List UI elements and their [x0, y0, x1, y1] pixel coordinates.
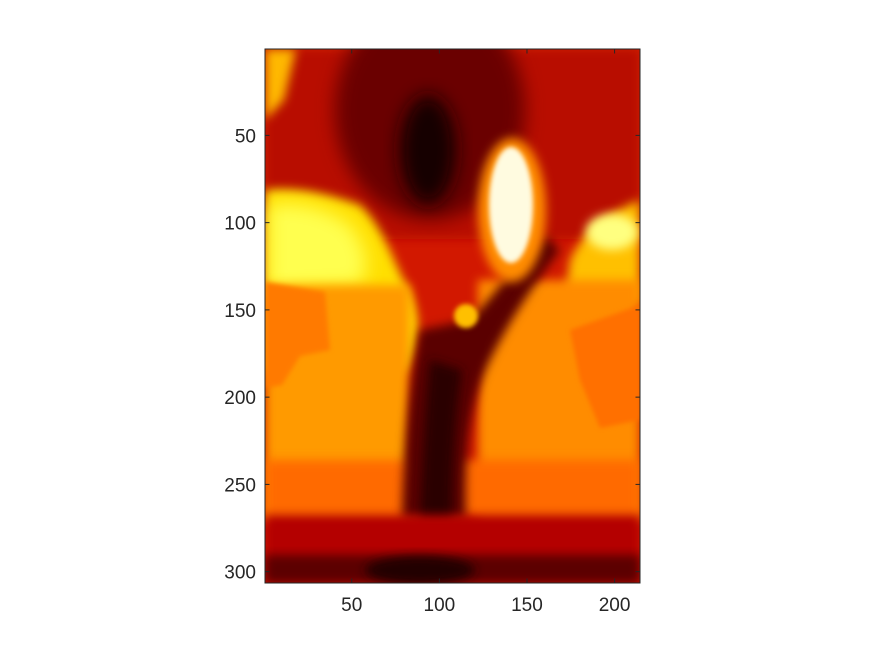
heatmap-image	[265, 49, 640, 583]
region-bottom-black-spot	[365, 556, 475, 583]
y-tick-label: 200	[224, 388, 256, 409]
region-small-yellow-spot	[454, 304, 478, 328]
region-central-black-core	[400, 95, 456, 205]
x-axis-ticks: 50 100 150 200	[341, 49, 630, 616]
region-top-left-yellow-edge	[265, 49, 296, 120]
y-tick-label: 150	[224, 301, 256, 322]
region-trunk-core	[420, 360, 462, 520]
x-tick-label: 200	[599, 595, 631, 616]
region-orange-patch-left	[265, 282, 330, 388]
y-tick-label: 300	[224, 563, 256, 584]
x-tick-label: 150	[511, 595, 543, 616]
y-tick-label: 250	[224, 475, 256, 496]
y-tick-label: 50	[235, 126, 256, 147]
x-tick-label: 100	[424, 595, 456, 616]
plot-axes-box	[264, 48, 641, 584]
y-tick-label: 100	[224, 214, 256, 235]
region-white-blob	[489, 147, 533, 263]
y-axis-ticks: 50 100 150 200 250 300	[224, 126, 640, 584]
x-tick-label: 50	[341, 595, 362, 616]
region-right-pale-spot	[586, 214, 638, 250]
region-left-pale-yellow	[268, 203, 367, 290]
region-orange-patch-right	[570, 305, 640, 428]
